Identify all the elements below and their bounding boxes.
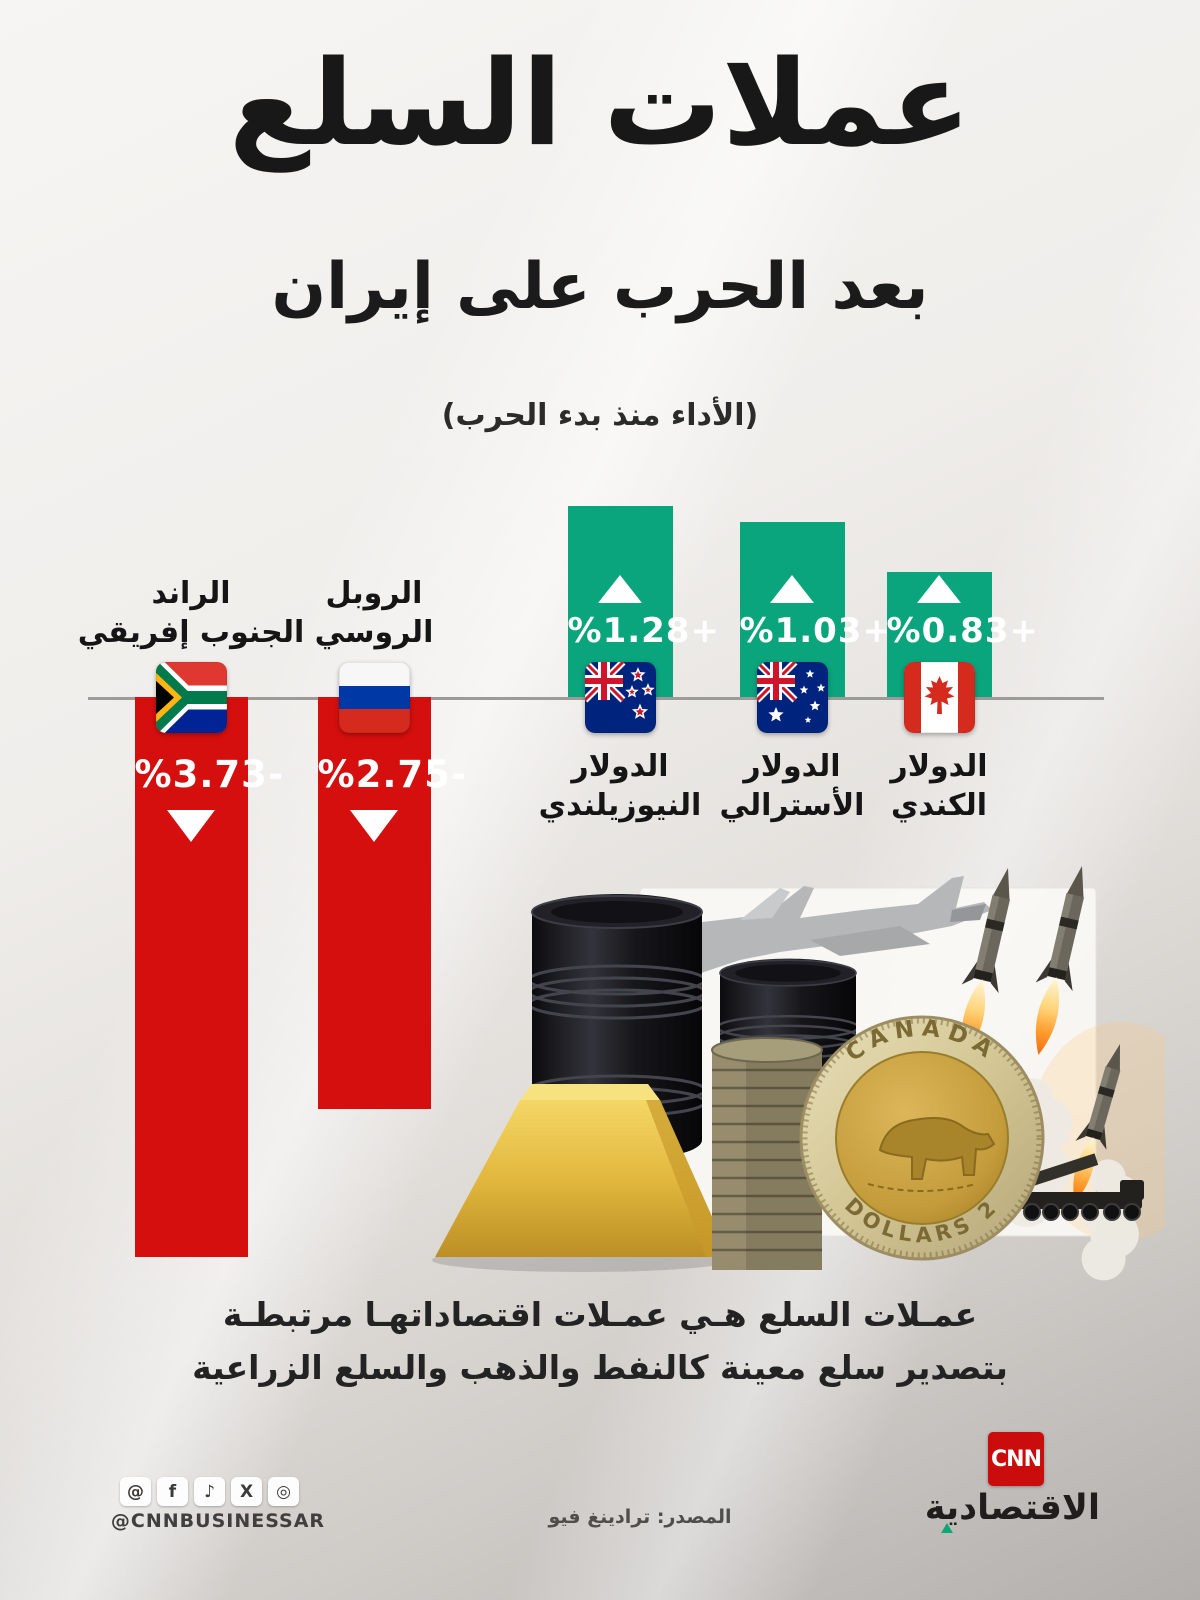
social-handle: @CNNBUSINESSAR xyxy=(110,1510,326,1532)
gold-bar-icon xyxy=(432,1084,732,1272)
currency-label-aud: الدولار الأسترالي xyxy=(719,749,865,823)
flag-australia-icon xyxy=(756,662,828,733)
currency-label-cad: الدولار الكندي xyxy=(890,749,988,823)
cnn-logo: CNN xyxy=(988,1432,1044,1486)
up-arrow-icon xyxy=(917,575,961,603)
bar-zar: %3.73- xyxy=(134,697,285,1257)
currency-label-zar: الراند الجنوب إفريقي xyxy=(77,576,305,650)
up-arrow-icon xyxy=(598,575,642,603)
percent-value-aud: %1.03+ xyxy=(739,611,892,651)
tiktok-icon[interactable]: ♪ xyxy=(194,1477,225,1506)
percent-value-rub: %2.75- xyxy=(317,753,468,796)
launcher-truck-icon xyxy=(1018,1153,1144,1221)
bar-rub: %2.75- xyxy=(317,697,468,1109)
brand-name: الاقتصادية xyxy=(924,1488,1100,1528)
photo-collage: CANADA 2 DOLLARS xyxy=(432,861,1165,1281)
flag-canada-icon xyxy=(903,662,975,733)
polar-bear-icon xyxy=(867,1117,996,1192)
explainer-line-1: عمـلات السلع هـي عمـلات اقتصاداتهـا مرتب… xyxy=(222,1295,978,1334)
explainer-text: عمـلات السلع هـي عمـلات اقتصاداتهـا مرتب… xyxy=(170,1288,1030,1395)
explainer-line-2: بتصدير سلع معينة كالنفط والذهب والسلع ال… xyxy=(192,1348,1008,1388)
currency-label-rub: الروبل الروسي xyxy=(314,576,434,650)
threads-icon[interactable]: @ xyxy=(120,1477,151,1506)
source-credit: المصدر: ترادينغ فيو xyxy=(548,1506,732,1528)
down-arrow-icon xyxy=(167,810,215,842)
coin-stack-icon xyxy=(711,1037,823,1270)
percent-value-zar: %3.73- xyxy=(134,753,285,796)
page-subtitle: بعد الحرب على إيران xyxy=(271,250,929,324)
flag-new-zealand-icon xyxy=(584,662,656,733)
toonie-coin: CANADA 2 DOLLARS xyxy=(799,1015,1045,1261)
flag-south-africa-icon xyxy=(155,662,227,733)
flag-russia-icon xyxy=(338,662,410,733)
brand-green-triangle-icon xyxy=(941,1523,953,1533)
bar-nzd: %1.28+ xyxy=(567,506,720,697)
down-arrow-icon xyxy=(350,810,398,842)
instagram-icon[interactable]: ◎ xyxy=(268,1477,299,1506)
percent-value-nzd: %1.28+ xyxy=(567,611,720,651)
up-arrow-icon xyxy=(770,575,814,603)
facebook-icon[interactable]: f xyxy=(157,1477,188,1506)
x-icon[interactable]: X xyxy=(231,1477,262,1506)
social-icons-row: @ f ♪ X ◎ xyxy=(120,1477,299,1506)
page-title: عملات السلع xyxy=(228,34,972,172)
currency-label-nzd: الدولار النيوزيلندي xyxy=(538,749,702,823)
chart-tagline: (الأداء منذ بدء الحرب) xyxy=(441,398,759,433)
percent-value-cad: %0.83+ xyxy=(886,611,1039,651)
